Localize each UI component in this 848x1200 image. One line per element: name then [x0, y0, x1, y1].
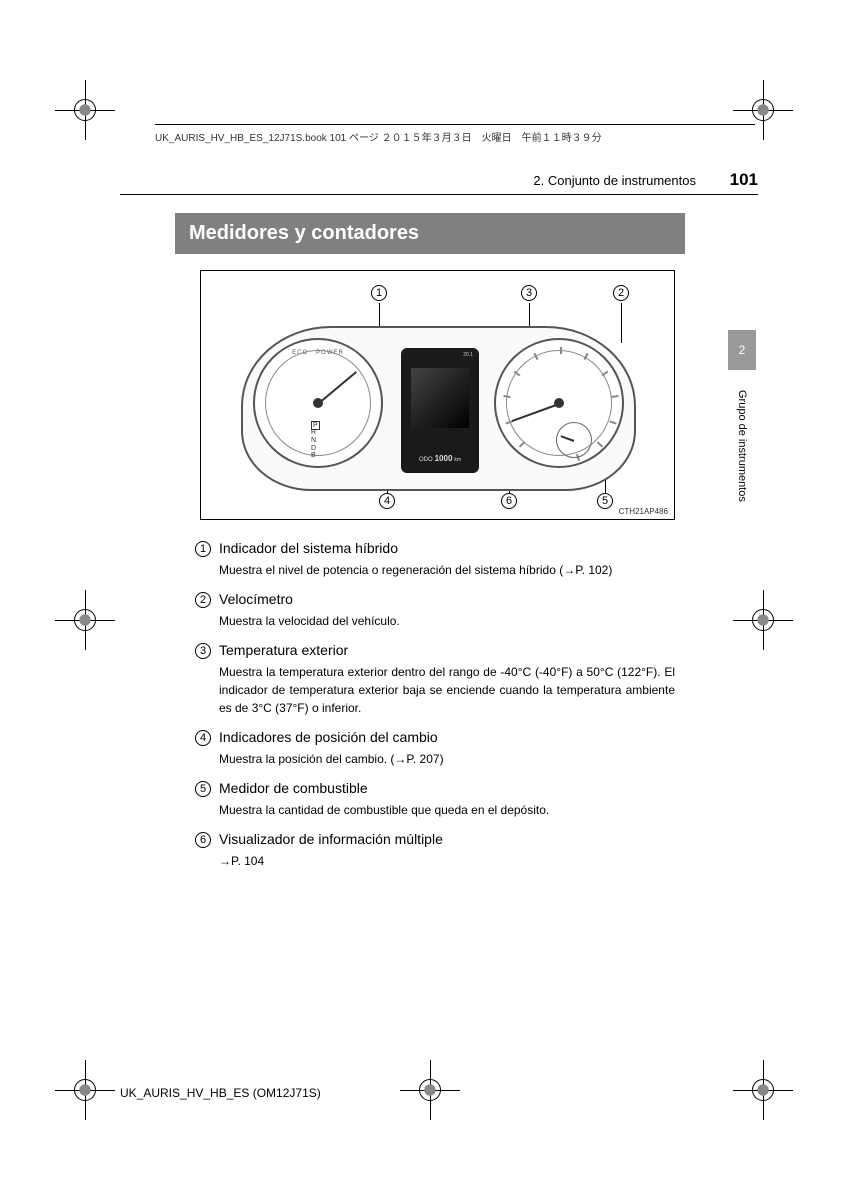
image-reference: CTH21AP486 [619, 507, 668, 516]
list-item: 4 Indicadores de posición del cambio Muest… [195, 729, 675, 768]
item-number-icon: 6 [195, 832, 211, 848]
crop-mark [55, 80, 115, 140]
page-number: 101 [730, 170, 758, 189]
source-file-line: UK_AURIS_HV_HB_ES_12J71S.book 101 ページ ２０… [155, 124, 755, 144]
hybrid-gauge-icon: ECO POWER PRNDB [253, 338, 383, 468]
list-item: 5 Medidor de combustible Muestra la cantid… [195, 780, 675, 819]
item-title: Temperatura exterior [219, 642, 348, 658]
item-description: Muestra la velocidad del vehículo. [219, 612, 675, 630]
item-title: Medidor de combustible [219, 780, 368, 796]
item-list: 1 Indicador del sistema híbrido Muestra el… [195, 540, 675, 882]
item-description: Muestra la posición del cambio. (→P. 207… [219, 750, 675, 768]
item-description: Muestra el nivel de potencia o regenerac… [219, 561, 675, 579]
item-title: Indicadores de posición del cambio [219, 729, 438, 745]
footer-reference: UK_AURIS_HV_HB_ES (OM12J71S) [120, 1086, 321, 1100]
list-item: 2 Velocímetro Muestra la velocidad del veh… [195, 591, 675, 630]
chapter-tab-label: Grupo de instrumentos [736, 390, 748, 502]
item-number-icon: 5 [195, 781, 211, 797]
item-title: Visualizador de información múltiple [219, 831, 443, 847]
item-number-icon: 3 [195, 643, 211, 659]
crop-mark [733, 590, 793, 650]
item-number-icon: 4 [195, 730, 211, 746]
fuel-gauge-icon [556, 422, 592, 458]
page-title: Medidores y contadores [175, 213, 685, 254]
callout-number-icon: 3 [521, 285, 537, 301]
list-item: 1 Indicador del sistema híbrido Muestra el… [195, 540, 675, 579]
item-title: Velocímetro [219, 591, 293, 607]
page-header: 2. Conjunto de instrumentos 101 Medidore… [120, 170, 758, 254]
item-description: Muestra la temperatura exterior dentro d… [219, 663, 675, 717]
speedometer-gauge-icon [494, 338, 624, 468]
item-number-icon: 2 [195, 592, 211, 608]
multi-info-display-icon: ODO 1000 km 20.1 [401, 348, 479, 473]
callout-number-icon: 2 [613, 285, 629, 301]
section-label: 2. Conjunto de instrumentos [533, 173, 696, 188]
crop-mark [55, 590, 115, 650]
chapter-tab: 2 [728, 330, 756, 370]
crop-mark [55, 1060, 115, 1120]
callout-number-icon: 6 [501, 493, 517, 509]
callout-number-icon: 1 [371, 285, 387, 301]
item-description: →P. 104 [219, 852, 675, 870]
item-number-icon: 1 [195, 541, 211, 557]
crop-mark [400, 1060, 460, 1120]
list-item: 3 Temperatura exterior Muestra la temperat… [195, 642, 675, 717]
crop-mark [733, 1060, 793, 1120]
item-description: Muestra la cantidad de combustible que q… [219, 801, 675, 819]
instrument-cluster-diagram: 1 3 2 4 6 5 ECO POWER PRNDB ODO 1000 km 20.1 [200, 270, 675, 520]
callout-number-icon: 5 [597, 493, 613, 509]
callout-number-icon: 4 [379, 493, 395, 509]
item-title: Indicador del sistema híbrido [219, 540, 398, 556]
list-item: 6 Visualizador de información múltiple →P.… [195, 831, 675, 870]
